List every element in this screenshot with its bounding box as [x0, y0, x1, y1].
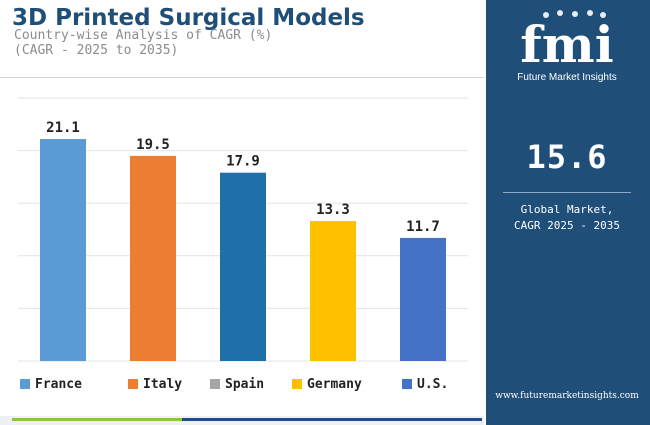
- value-labels: 21.1 19.5 17.9 13.3 11.7: [46, 120, 440, 235]
- legend-swatch: [128, 379, 138, 389]
- legend-swatch: [210, 379, 220, 389]
- sidebar-panel: [484, 0, 650, 425]
- value-label: 11.7: [406, 219, 440, 235]
- legend-label: Italy: [143, 377, 182, 392]
- bar-spain: [220, 172, 266, 361]
- legend: France Italy Spain Germany U.S.: [20, 377, 448, 392]
- website-url[interactable]: www.futuremarketinsights.com: [495, 391, 639, 401]
- accent-blue-bar: [182, 418, 482, 421]
- logo-tagline: Future Market Insights: [517, 72, 616, 83]
- chart-subtitle: Country-wise Analysis of CAGR (%): [14, 28, 273, 43]
- logo-wordmark: fmi: [520, 15, 613, 74]
- logo-decoration-icons: [543, 10, 606, 18]
- chart-panel: 21.1 19.5 17.9 13.3 11.7 France Italy Spain Ger…: [0, 77, 484, 418]
- fmi-logo-mark: fmi Future Market Insights: [517, 10, 617, 83]
- chart-title: 3D Printed Surgical Models: [12, 5, 365, 31]
- legend-swatch: [402, 379, 412, 389]
- legend-label: Germany: [307, 377, 362, 392]
- legend-swatch: [292, 379, 302, 389]
- sidebar-divider: [503, 192, 631, 193]
- chart-period: (CAGR - 2025 to 2035): [14, 43, 179, 58]
- bar-france: [40, 139, 86, 361]
- bars: [40, 139, 446, 361]
- bar-italy: [130, 155, 176, 361]
- global-cagr-value: 15.6: [526, 138, 608, 176]
- bottom-accent-strip: [0, 416, 484, 425]
- accent-green-bar: [12, 418, 182, 421]
- bar-germany: [310, 221, 356, 361]
- global-market-caption: Global Market,: [520, 203, 614, 216]
- value-label: 13.3: [316, 202, 350, 218]
- bar-us: [400, 237, 446, 361]
- legend-label: France: [35, 377, 82, 392]
- value-label: 19.5: [136, 137, 170, 153]
- bar-chart: 21.1 19.5 17.9 13.3 11.7 France Italy Spain Ger…: [18, 97, 468, 392]
- fmi-logo: fmi Future Market Insights: [502, 6, 632, 88]
- legend-label: U.S.: [417, 377, 448, 392]
- value-label: 17.9: [226, 154, 260, 170]
- value-label: 21.1: [46, 120, 80, 136]
- legend-swatch: [20, 379, 30, 389]
- cagr-period-caption: CAGR 2025 - 2035: [514, 219, 620, 232]
- legend-label: Spain: [225, 377, 264, 392]
